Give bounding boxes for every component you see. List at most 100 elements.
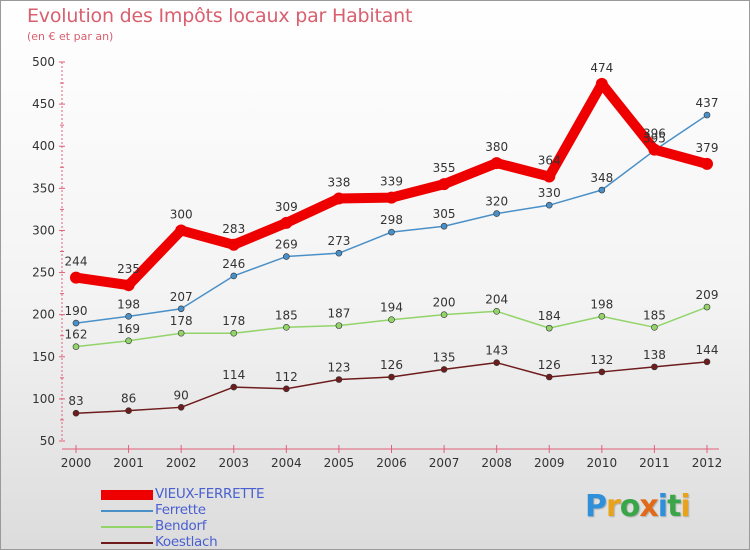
data-point (125, 313, 132, 320)
data-label: 187 (327, 307, 350, 321)
data-point (703, 111, 711, 119)
data-point (703, 303, 711, 311)
data-point (335, 249, 343, 257)
proxiti-logo: Proxiti (585, 489, 691, 524)
data-point (703, 358, 711, 366)
x-tick-label: 2002 (166, 456, 197, 470)
x-tick-label: 2010 (587, 456, 618, 470)
legend-label: Koestlach (155, 534, 218, 550)
x-tick-label: 2011 (639, 456, 670, 470)
data-label: 330 (538, 186, 561, 200)
data-point (545, 201, 553, 209)
y-tick-label: 500 (32, 55, 55, 69)
data-label: 200 (433, 296, 456, 310)
data-label: 204 (485, 292, 508, 306)
data-label: 126 (538, 358, 561, 372)
logo-letter: x (639, 489, 658, 524)
data-label: 355 (433, 161, 456, 175)
data-point (651, 363, 658, 371)
data-label: 123 (327, 361, 350, 375)
data-label: 194 (380, 301, 403, 315)
data-label: 135 (433, 350, 456, 364)
data-label: 379 (696, 141, 719, 155)
data-label: 178 (170, 314, 193, 328)
data-label: 269 (275, 238, 298, 252)
x-tick-label: 2012 (692, 456, 723, 470)
data-label: 364 (538, 154, 561, 168)
x-tick-label: 2001 (113, 456, 144, 470)
x-tick-label: 2009 (534, 456, 565, 470)
x-tick-label: 2006 (376, 456, 407, 470)
data-label: 209 (696, 288, 719, 302)
data-point (175, 224, 188, 237)
data-point (177, 404, 185, 411)
data-point (125, 337, 132, 345)
data-label: 298 (380, 213, 403, 227)
data-label: 86 (121, 392, 136, 406)
legend-swatch (101, 542, 153, 544)
data-label: 185 (643, 308, 666, 322)
x-tick-label: 2000 (61, 456, 92, 470)
data-point (177, 329, 185, 337)
y-tick-label: 50 (40, 434, 55, 448)
data-label: 198 (117, 297, 140, 311)
chart-subtitle: (en € et par an) (27, 30, 114, 43)
data-point (598, 186, 606, 194)
x-tick-label: 2005 (324, 456, 355, 470)
data-point (332, 192, 345, 205)
data-point (283, 385, 290, 393)
chart-axes: 50 100 150 200 250 300 350 400 450 500 2000 2001 200… (32, 55, 722, 470)
data-label: 143 (485, 344, 508, 358)
data-point (72, 409, 80, 417)
data-point (493, 359, 500, 366)
data-label: 273 (327, 234, 350, 248)
data-point (648, 143, 661, 156)
data-point (545, 324, 553, 332)
legend-swatch (101, 526, 153, 528)
data-point (125, 407, 132, 414)
data-label: 144 (696, 343, 719, 357)
y-tick-label: 400 (32, 139, 55, 153)
data-label: 138 (643, 348, 666, 362)
y-tick-label: 300 (32, 223, 55, 237)
data-point (440, 311, 448, 318)
data-point (493, 307, 500, 315)
data-point (598, 313, 606, 320)
legend-label: Bendorf (155, 518, 207, 534)
legend-swatch (101, 510, 153, 512)
data-label: 235 (117, 262, 140, 276)
data-label: 305 (433, 207, 456, 221)
data-label: 190 (65, 304, 88, 318)
logo-letter: i (680, 489, 690, 524)
data-point (72, 319, 80, 327)
data-point (493, 210, 500, 217)
data-label: 320 (485, 195, 508, 209)
data-point (543, 170, 556, 183)
data-label: 395 (643, 131, 666, 145)
data-label: 437 (696, 96, 719, 110)
logo-letter: t (667, 489, 681, 524)
logo-letter: P (585, 489, 607, 524)
data-label: 126 (380, 358, 403, 372)
data-label: 90 (174, 388, 189, 402)
data-label: 474 (590, 61, 613, 75)
data-label: 283 (222, 222, 245, 236)
data-label: 169 (117, 322, 140, 336)
data-point (440, 222, 448, 230)
series-points (70, 77, 713, 417)
data-label: 198 (590, 297, 613, 311)
logo-letter: r (606, 489, 621, 524)
data-label: 132 (590, 353, 613, 367)
y-tick-label: 450 (32, 97, 55, 111)
x-tick-label: 2003 (218, 456, 249, 470)
legend-label: VIEUX-FERRETTE (155, 486, 265, 502)
x-tick-label: 2008 (481, 456, 512, 470)
logo-letter: i (657, 489, 668, 524)
data-label: 246 (222, 257, 245, 271)
data-point (280, 216, 293, 229)
data-label: 244 (65, 255, 88, 269)
data-point (651, 323, 658, 331)
data-label: 178 (222, 314, 245, 328)
data-label: 380 (485, 140, 508, 154)
